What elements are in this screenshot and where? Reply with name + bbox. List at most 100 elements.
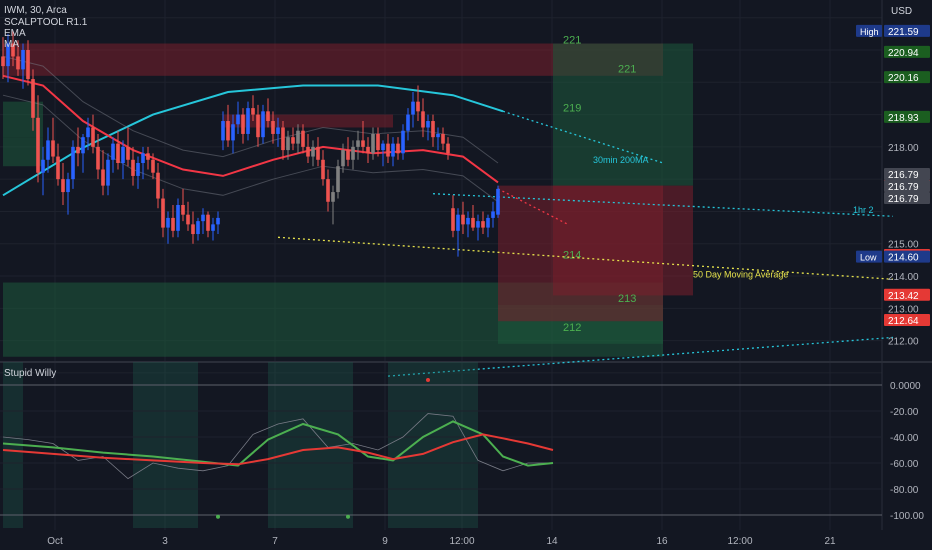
- candle-body[interactable]: [471, 217, 475, 228]
- candle-body[interactable]: [251, 108, 255, 115]
- candle-body[interactable]: [456, 214, 460, 231]
- candle-body[interactable]: [281, 127, 285, 151]
- candle-body[interactable]: [256, 114, 260, 138]
- candle-body[interactable]: [366, 146, 370, 154]
- candle-body[interactable]: [116, 143, 120, 164]
- candle-body[interactable]: [236, 114, 240, 125]
- candle-body[interactable]: [171, 217, 175, 231]
- candle-body[interactable]: [61, 179, 65, 193]
- candle-body[interactable]: [136, 163, 140, 176]
- candle-body[interactable]: [211, 224, 215, 231]
- candle-body[interactable]: [361, 140, 365, 147]
- candle-body[interactable]: [341, 150, 345, 167]
- candle-body[interactable]: [81, 137, 85, 154]
- candle-body[interactable]: [106, 159, 110, 186]
- candle-body[interactable]: [91, 127, 95, 147]
- candle-body[interactable]: [146, 153, 150, 160]
- candle-body[interactable]: [51, 140, 55, 157]
- time-axis[interactable]: Oct 3 7 9 12:00 14 16 12:00 21: [47, 536, 836, 547]
- candle-body[interactable]: [421, 111, 425, 128]
- candle-body[interactable]: [476, 221, 480, 228]
- candle-body[interactable]: [271, 121, 275, 134]
- candle-body[interactable]: [301, 130, 305, 147]
- candle-body[interactable]: [466, 217, 470, 225]
- candle-body[interactable]: [11, 43, 15, 57]
- candle-body[interactable]: [181, 204, 185, 215]
- candle-body[interactable]: [16, 56, 20, 70]
- candle-body[interactable]: [331, 192, 335, 202]
- candle-body[interactable]: [396, 143, 400, 154]
- candle-body[interactable]: [56, 156, 60, 180]
- candle-body[interactable]: [356, 140, 360, 147]
- candle-body[interactable]: [441, 133, 445, 144]
- candle-body[interactable]: [461, 214, 465, 225]
- candle-body[interactable]: [406, 114, 410, 131]
- candle-body[interactable]: [151, 159, 155, 173]
- candle-body[interactable]: [321, 159, 325, 180]
- oscillator-title[interactable]: Stupid Willy: [4, 368, 57, 379]
- candle-body[interactable]: [191, 224, 195, 235]
- candle-body[interactable]: [46, 140, 50, 160]
- candle-body[interactable]: [411, 101, 415, 115]
- candle-body[interactable]: [491, 211, 495, 218]
- candle-body[interactable]: [286, 137, 290, 151]
- candle-body[interactable]: [36, 117, 40, 173]
- symbol-title[interactable]: IWM, 30, Arca: [4, 5, 67, 16]
- candle-body[interactable]: [486, 217, 490, 228]
- candle-body[interactable]: [76, 146, 80, 154]
- candle-body[interactable]: [431, 121, 435, 138]
- candle-body[interactable]: [346, 150, 350, 160]
- candles[interactable]: [1, 30, 500, 257]
- candle-body[interactable]: [126, 146, 130, 160]
- candle-body[interactable]: [401, 130, 405, 154]
- candle-body[interactable]: [216, 217, 220, 225]
- candle-body[interactable]: [131, 159, 135, 176]
- candle-body[interactable]: [186, 214, 190, 225]
- candle-body[interactable]: [1, 56, 5, 67]
- candle-body[interactable]: [86, 127, 90, 138]
- candle-body[interactable]: [71, 146, 75, 180]
- candle-body[interactable]: [481, 221, 485, 228]
- candle-body[interactable]: [446, 143, 450, 154]
- indicator-ema[interactable]: EMA: [4, 28, 26, 39]
- candle-body[interactable]: [241, 114, 245, 134]
- price-axis[interactable]: 0.0000 -20.00 -40.00 -60.00 -80.00 -100.00 221…: [856, 24, 930, 522]
- candle-body[interactable]: [121, 146, 125, 164]
- candle-body[interactable]: [496, 188, 500, 215]
- candle-body[interactable]: [436, 133, 440, 138]
- candle-body[interactable]: [261, 111, 265, 138]
- candle-body[interactable]: [316, 146, 320, 160]
- candle-body[interactable]: [156, 172, 160, 199]
- oscillator-panel[interactable]: [0, 362, 882, 528]
- currency-label[interactable]: USD: [891, 6, 913, 17]
- candle-body[interactable]: [176, 204, 180, 231]
- candle-body[interactable]: [326, 179, 330, 202]
- candle-body[interactable]: [111, 143, 115, 160]
- candle-body[interactable]: [426, 121, 430, 128]
- candle-body[interactable]: [266, 111, 270, 122]
- candle-body[interactable]: [306, 146, 310, 157]
- candle-body[interactable]: [336, 166, 340, 193]
- candle-body[interactable]: [246, 108, 250, 134]
- candle-body[interactable]: [141, 153, 145, 164]
- candle-body[interactable]: [391, 143, 395, 157]
- candle-body[interactable]: [386, 143, 390, 157]
- candle-body[interactable]: [416, 101, 420, 112]
- candle-body[interactable]: [96, 146, 100, 170]
- candle-body[interactable]: [66, 179, 70, 193]
- candle-body[interactable]: [231, 124, 235, 141]
- candle-body[interactable]: [41, 159, 45, 173]
- candle-body[interactable]: [26, 49, 30, 80]
- candle-body[interactable]: [206, 214, 210, 231]
- candle-body[interactable]: [201, 214, 205, 222]
- candle-body[interactable]: [451, 208, 455, 231]
- candle-body[interactable]: [161, 198, 165, 228]
- candle-body[interactable]: [381, 143, 385, 151]
- candle-body[interactable]: [291, 137, 295, 144]
- candle-body[interactable]: [21, 49, 25, 70]
- candle-body[interactable]: [31, 79, 35, 118]
- candle-body[interactable]: [376, 133, 380, 151]
- candle-body[interactable]: [6, 43, 10, 67]
- candle-body[interactable]: [226, 121, 230, 141]
